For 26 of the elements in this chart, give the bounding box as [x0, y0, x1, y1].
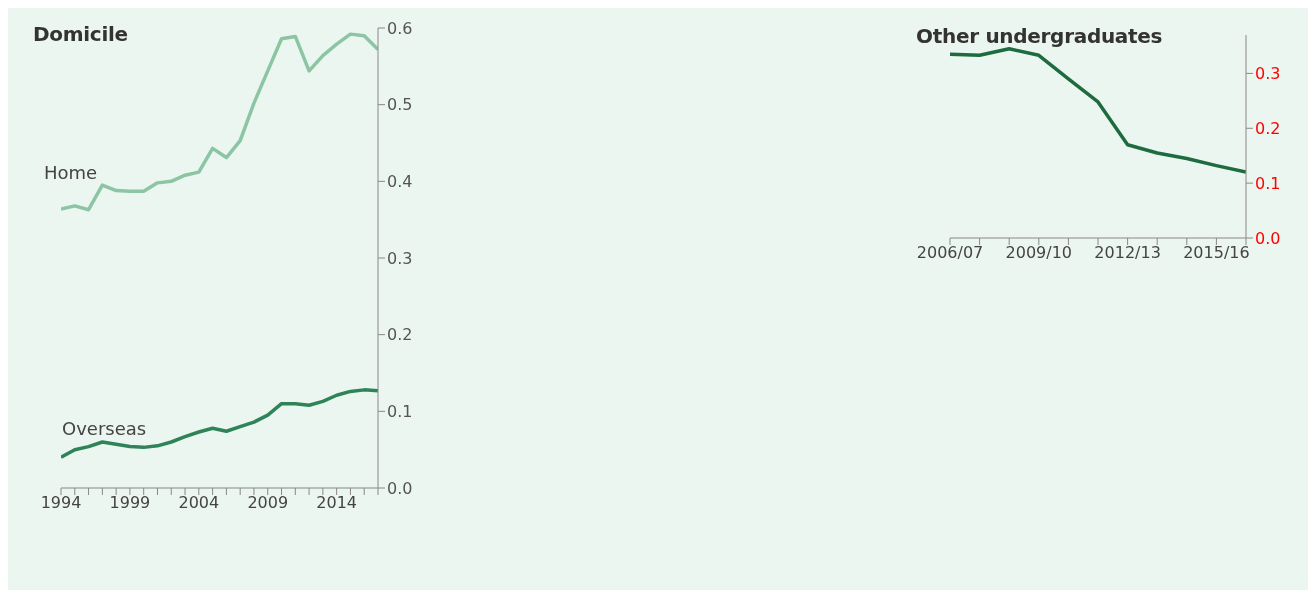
x-tick-label: 2006/07 — [916, 243, 984, 263]
x-tick-label: 2014 — [316, 493, 358, 513]
chart-title: Domicile — [33, 22, 128, 46]
x-tick-label: 2009 — [247, 493, 289, 513]
x-tick-label: 1994 — [40, 493, 82, 513]
y-tick-label: 0.5 — [387, 95, 413, 115]
y-tick-label: 0.2 — [387, 325, 413, 345]
y-tick-label: 0.3 — [387, 248, 413, 268]
x-tick-label: 1999 — [109, 493, 151, 513]
y-tick-label: 0.0 — [387, 478, 413, 498]
x-tick-label: 2015/16 — [1183, 243, 1250, 263]
x-tick-label: 2004 — [178, 493, 220, 513]
y-tick-label: 0.0 — [1255, 228, 1281, 248]
y-tick-label: 0.6 — [387, 18, 413, 38]
x-tick-label: 2012/13 — [1094, 243, 1161, 263]
y-tick-label: 0.3 — [1255, 64, 1281, 84]
series-label: Home — [44, 161, 98, 183]
chart-title: Other undergraduates — [916, 24, 1163, 48]
y-tick-label: 0.2 — [1255, 118, 1281, 138]
line-series — [61, 388, 378, 460]
x-tick-label: 2009/10 — [1005, 243, 1073, 263]
line-series — [950, 46, 1246, 174]
series-label: Overseas — [62, 418, 147, 440]
y-tick-label: 0.1 — [1255, 173, 1281, 193]
y-tick-label: 0.4 — [387, 172, 413, 192]
y-tick-label: 0.1 — [387, 402, 413, 422]
